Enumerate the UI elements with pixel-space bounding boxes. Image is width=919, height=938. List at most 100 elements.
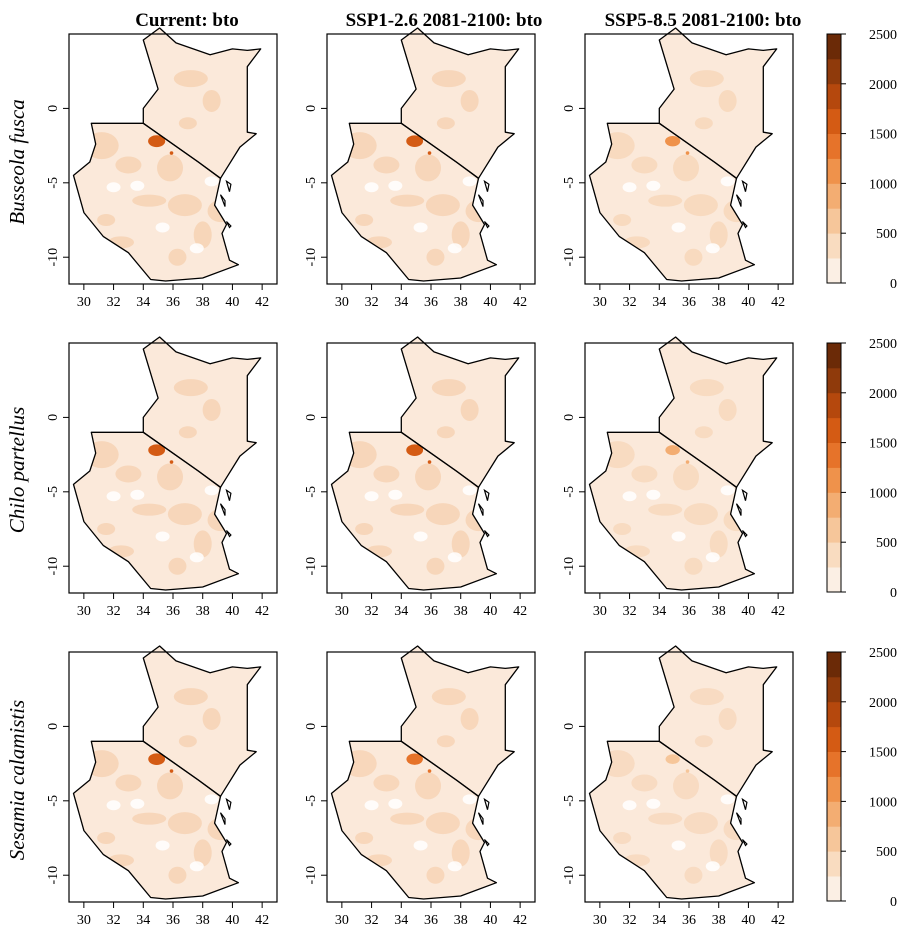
legend-tick-label: 500: [876, 845, 897, 860]
legend-tick-label: 2000: [869, 387, 897, 402]
no-data-patch: [720, 794, 735, 805]
x-tick-label: 36: [166, 604, 180, 619]
intensity-patch: [451, 221, 470, 249]
legend-swatch: [827, 751, 841, 777]
intensity-patch: [202, 89, 221, 112]
intensity-patch: [425, 194, 460, 217]
intensity-patch: [431, 379, 466, 397]
hotspot-dot: [685, 151, 690, 155]
intensity-patch: [709, 530, 728, 558]
intensity-patch: [436, 117, 455, 130]
intensity-patch: [415, 463, 442, 491]
intensity-patch: [600, 441, 635, 469]
kenya-land: [143, 28, 261, 179]
map-panels: 30 32 34 36 38 40 42 0 -5 -10 30 32 34 36 38 40 42 0 -5 -10…: [46, 27, 794, 928]
color-legends: 2500 2000 1500 1000 500 0 2500 2000 1500 1000 500 0…: [826, 28, 897, 910]
no-data-patch: [155, 222, 170, 233]
no-data-patch: [705, 243, 720, 254]
intensity-patch: [694, 426, 713, 439]
no-data-patch: [106, 800, 121, 811]
intensity-patch: [465, 509, 492, 532]
legend-swatch: [827, 183, 841, 209]
legend-frame: [826, 651, 842, 902]
x-tick-label: 34: [394, 604, 408, 619]
island-outline: [735, 194, 742, 207]
y-tick-label: -10: [46, 866, 61, 885]
x-tick-label: 38: [712, 913, 726, 928]
map-panel: 30 32 34 36 38 40 42 0 -5 -10: [304, 27, 536, 310]
island-outline: [735, 812, 742, 825]
y-tick-label: 0: [46, 414, 61, 421]
intensity-patch: [168, 866, 187, 884]
intensity-patch: [673, 154, 700, 182]
intensity-patch: [694, 735, 713, 748]
x-tick-label: 30: [335, 295, 349, 310]
no-data-patch: [671, 840, 686, 851]
legend-swatch: [827, 851, 841, 877]
x-tick-label: 30: [593, 604, 607, 619]
x-tick-label: 42: [255, 604, 269, 619]
legend-tick-label: 2000: [869, 78, 897, 93]
intensity-patch: [673, 772, 700, 800]
intensity-patch: [723, 200, 750, 223]
legend-swatch: [827, 776, 841, 802]
y-tick-label: 0: [304, 723, 319, 730]
island-outline: [477, 812, 484, 825]
legend-tick-label: 500: [876, 227, 897, 242]
intensity-patch: [390, 503, 425, 516]
x-tick-label: 42: [771, 913, 785, 928]
y-tick-label: 0: [46, 105, 61, 112]
legend-swatch: [827, 208, 841, 234]
legend-frame: [826, 33, 842, 284]
map-panel: 30 32 34 36 38 40 42 0 -5 -10: [562, 645, 794, 928]
intensity-patch: [132, 812, 167, 825]
intensity-patch: [723, 818, 750, 841]
intensity-patch: [436, 735, 455, 748]
island-outline: [741, 797, 748, 810]
x-tick-label: 34: [136, 295, 150, 310]
x-tick-label: 30: [335, 604, 349, 619]
legend-tick-label: 2500: [869, 646, 897, 661]
kenya-land: [401, 646, 519, 797]
x-tick-label: 30: [593, 913, 607, 928]
intensity-patch: [173, 688, 208, 706]
hotspot-area: [406, 444, 424, 456]
intensity-patch: [84, 750, 119, 778]
y-tick-label: -10: [46, 248, 61, 267]
tanzania-border: [72, 431, 240, 591]
intensity-patches: [342, 379, 492, 575]
hotspot-area: [665, 445, 680, 456]
tanzania-border: [588, 431, 756, 591]
x-tick-label: 30: [77, 295, 91, 310]
legend-swatch: [827, 417, 841, 443]
row-label-busseola-fusca: Busseola fusca: [5, 99, 29, 224]
no-data-patch: [462, 176, 477, 187]
island-outline: [477, 503, 484, 516]
row-label-chilo-partellus: Chilo partellus: [5, 407, 29, 534]
kenya-land: [659, 646, 777, 797]
intensity-patch: [132, 503, 167, 516]
y-tick-label: -5: [46, 486, 61, 498]
island-outline: [219, 503, 226, 516]
x-tick-label: 42: [513, 604, 527, 619]
y-tick-label: 0: [304, 105, 319, 112]
legend-frame: [826, 342, 842, 593]
y-tick-label: 0: [562, 105, 577, 112]
x-tick-label: 40: [483, 604, 497, 619]
x-tick-label: 38: [712, 604, 726, 619]
kenya-land: [659, 337, 777, 488]
x-tick-label: 34: [652, 604, 666, 619]
y-tick-label: -5: [46, 795, 61, 807]
x-tick-label: 34: [394, 295, 408, 310]
x-tick-label: 38: [454, 913, 468, 928]
no-data-patch: [130, 798, 145, 809]
y-tick-label: -10: [304, 866, 319, 885]
map-panel: 30 32 34 36 38 40 42 0 -5 -10: [562, 336, 794, 619]
map-panel: 30 32 34 36 38 40 42 0 -5 -10: [304, 645, 536, 928]
row-labels: Busseola fusca Chilo partellus Sesamia c…: [5, 99, 29, 860]
legend-swatch: [827, 542, 841, 568]
intensity-patch: [425, 503, 460, 526]
x-tick-label: 40: [225, 295, 239, 310]
intensity-patches: [600, 688, 750, 884]
island-outline: [483, 839, 490, 847]
